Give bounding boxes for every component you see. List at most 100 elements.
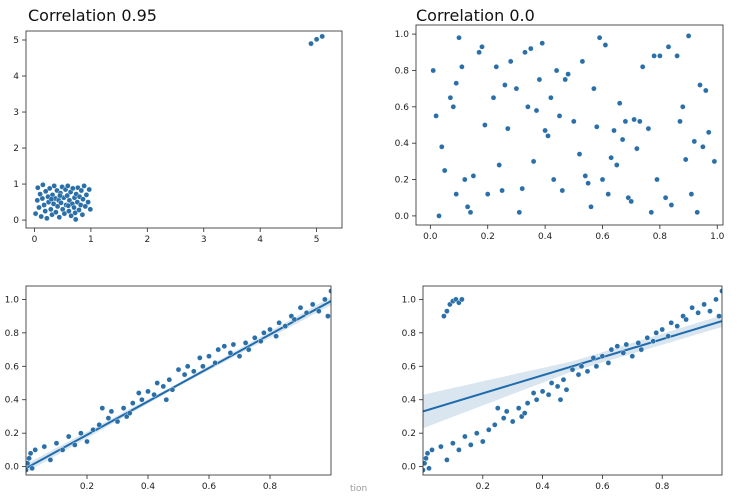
- scatter-point: [70, 185, 76, 192]
- y-tick-label: 0.0: [402, 463, 417, 473]
- scatter-point: [433, 113, 439, 119]
- scatter-point: [554, 383, 561, 390]
- scatter-point: [562, 76, 568, 83]
- scatter-point: [711, 158, 718, 165]
- x-tick-label: 0.4: [535, 482, 550, 492]
- scatter-point: [78, 187, 85, 194]
- scatter-point: [44, 215, 50, 222]
- scatter-point: [486, 426, 492, 433]
- scatter-point: [539, 40, 545, 47]
- scatter-point: [41, 202, 47, 208]
- y-tick-label: 1.0: [395, 30, 410, 40]
- scatter-point: [77, 202, 84, 208]
- scatter-point: [37, 191, 43, 197]
- scatter-point: [677, 118, 683, 125]
- scatter-point: [490, 94, 497, 101]
- regression-plot-outliers: 0.2 0.4 0.6 0.8 0.0 0.2 0.4 0.6 0.8 1.0: [402, 285, 723, 492]
- scatter-point: [447, 94, 454, 101]
- scatter-point: [639, 64, 646, 70]
- scatter-point: [303, 309, 310, 316]
- x-tick-label: 2: [144, 235, 150, 245]
- scatter-point: [450, 440, 456, 446]
- scatter-point: [578, 363, 585, 370]
- scatter-point: [631, 116, 637, 123]
- scatter-point: [72, 216, 79, 223]
- scatter-point: [291, 316, 298, 323]
- scatter-point: [230, 341, 237, 348]
- scatter-point: [32, 447, 38, 453]
- scatter-point: [423, 467, 426, 473]
- scatter-point: [38, 213, 45, 220]
- scatter-point: [438, 443, 444, 450]
- scatter-point: [85, 199, 91, 205]
- scatter-point: [86, 186, 93, 193]
- scatter-point: [444, 457, 450, 463]
- scatter-point: [665, 333, 671, 340]
- chart-title-correlation-00: Correlation 0.0: [416, 6, 535, 25]
- caption-fragment: tion: [350, 484, 368, 494]
- scatter-point: [430, 67, 437, 74]
- x-tick-label: 4: [257, 235, 263, 245]
- scatter-point: [611, 127, 617, 134]
- scatter-point: [49, 211, 55, 218]
- scatter-point: [688, 191, 695, 197]
- scatter-point: [126, 410, 133, 416]
- x-tick-label: 0.6: [595, 232, 610, 242]
- scatter-point: [668, 320, 674, 326]
- scatter-point: [694, 209, 701, 216]
- scatter-point: [556, 113, 563, 119]
- x-tick-label: 0.8: [263, 482, 278, 492]
- axes-frame: [25, 30, 343, 229]
- scatter-point: [81, 183, 87, 189]
- scatter-point: [496, 162, 502, 168]
- scatter-point: [644, 335, 651, 341]
- scatter-point: [169, 386, 176, 393]
- scatter-point: [500, 415, 507, 421]
- scatter-point: [533, 107, 540, 114]
- scatter-point: [114, 418, 121, 425]
- scatter-point: [64, 192, 71, 199]
- scatter-point: [689, 304, 695, 311]
- scatter-point: [236, 353, 243, 359]
- scatter-point: [674, 323, 680, 329]
- scatter-point: [322, 296, 328, 303]
- y-tick-label: 0.8: [402, 329, 417, 339]
- scatter-point: [59, 447, 66, 453]
- x-tick-label: 0.8: [655, 482, 670, 492]
- scatter-point: [697, 82, 703, 88]
- scatter-point: [464, 203, 471, 210]
- scatter-point: [503, 408, 510, 415]
- scatter-point: [515, 405, 522, 411]
- scatter-point: [297, 304, 304, 311]
- scatter-point: [539, 388, 546, 395]
- scatter-point: [139, 396, 145, 403]
- scatter-point: [68, 212, 74, 219]
- scatter-point: [613, 162, 620, 168]
- scatter-point: [459, 64, 465, 70]
- scatter-point: [163, 396, 170, 403]
- scatter-point: [596, 34, 603, 41]
- scatter-point: [521, 410, 528, 416]
- scatter-point: [533, 396, 540, 403]
- scatter-point: [35, 184, 41, 191]
- scatter-plot-correlation-095: 0 1 2 3 4 5 0 1 2 3 4 5: [13, 30, 343, 245]
- scatter-point: [273, 333, 279, 340]
- regression-line: [423, 320, 722, 413]
- scatter-point: [705, 129, 712, 136]
- scatter-point: [160, 383, 167, 390]
- scatter-point: [605, 191, 611, 197]
- scatter-point: [251, 335, 258, 341]
- scatter-point: [26, 460, 31, 467]
- scatter-point: [438, 144, 445, 150]
- scatter-point: [480, 438, 486, 445]
- scatter-point: [175, 366, 182, 373]
- scatter-point: [634, 145, 640, 152]
- scatter-point: [702, 87, 709, 94]
- scatter-point: [636, 118, 643, 125]
- scatter-point: [453, 191, 460, 197]
- y-tick-label: 0.4: [5, 396, 20, 406]
- scatter-point: [441, 167, 448, 174]
- x-tick-label: 0.4: [141, 482, 156, 492]
- scatter-point: [267, 326, 273, 333]
- scatter-point: [32, 210, 39, 217]
